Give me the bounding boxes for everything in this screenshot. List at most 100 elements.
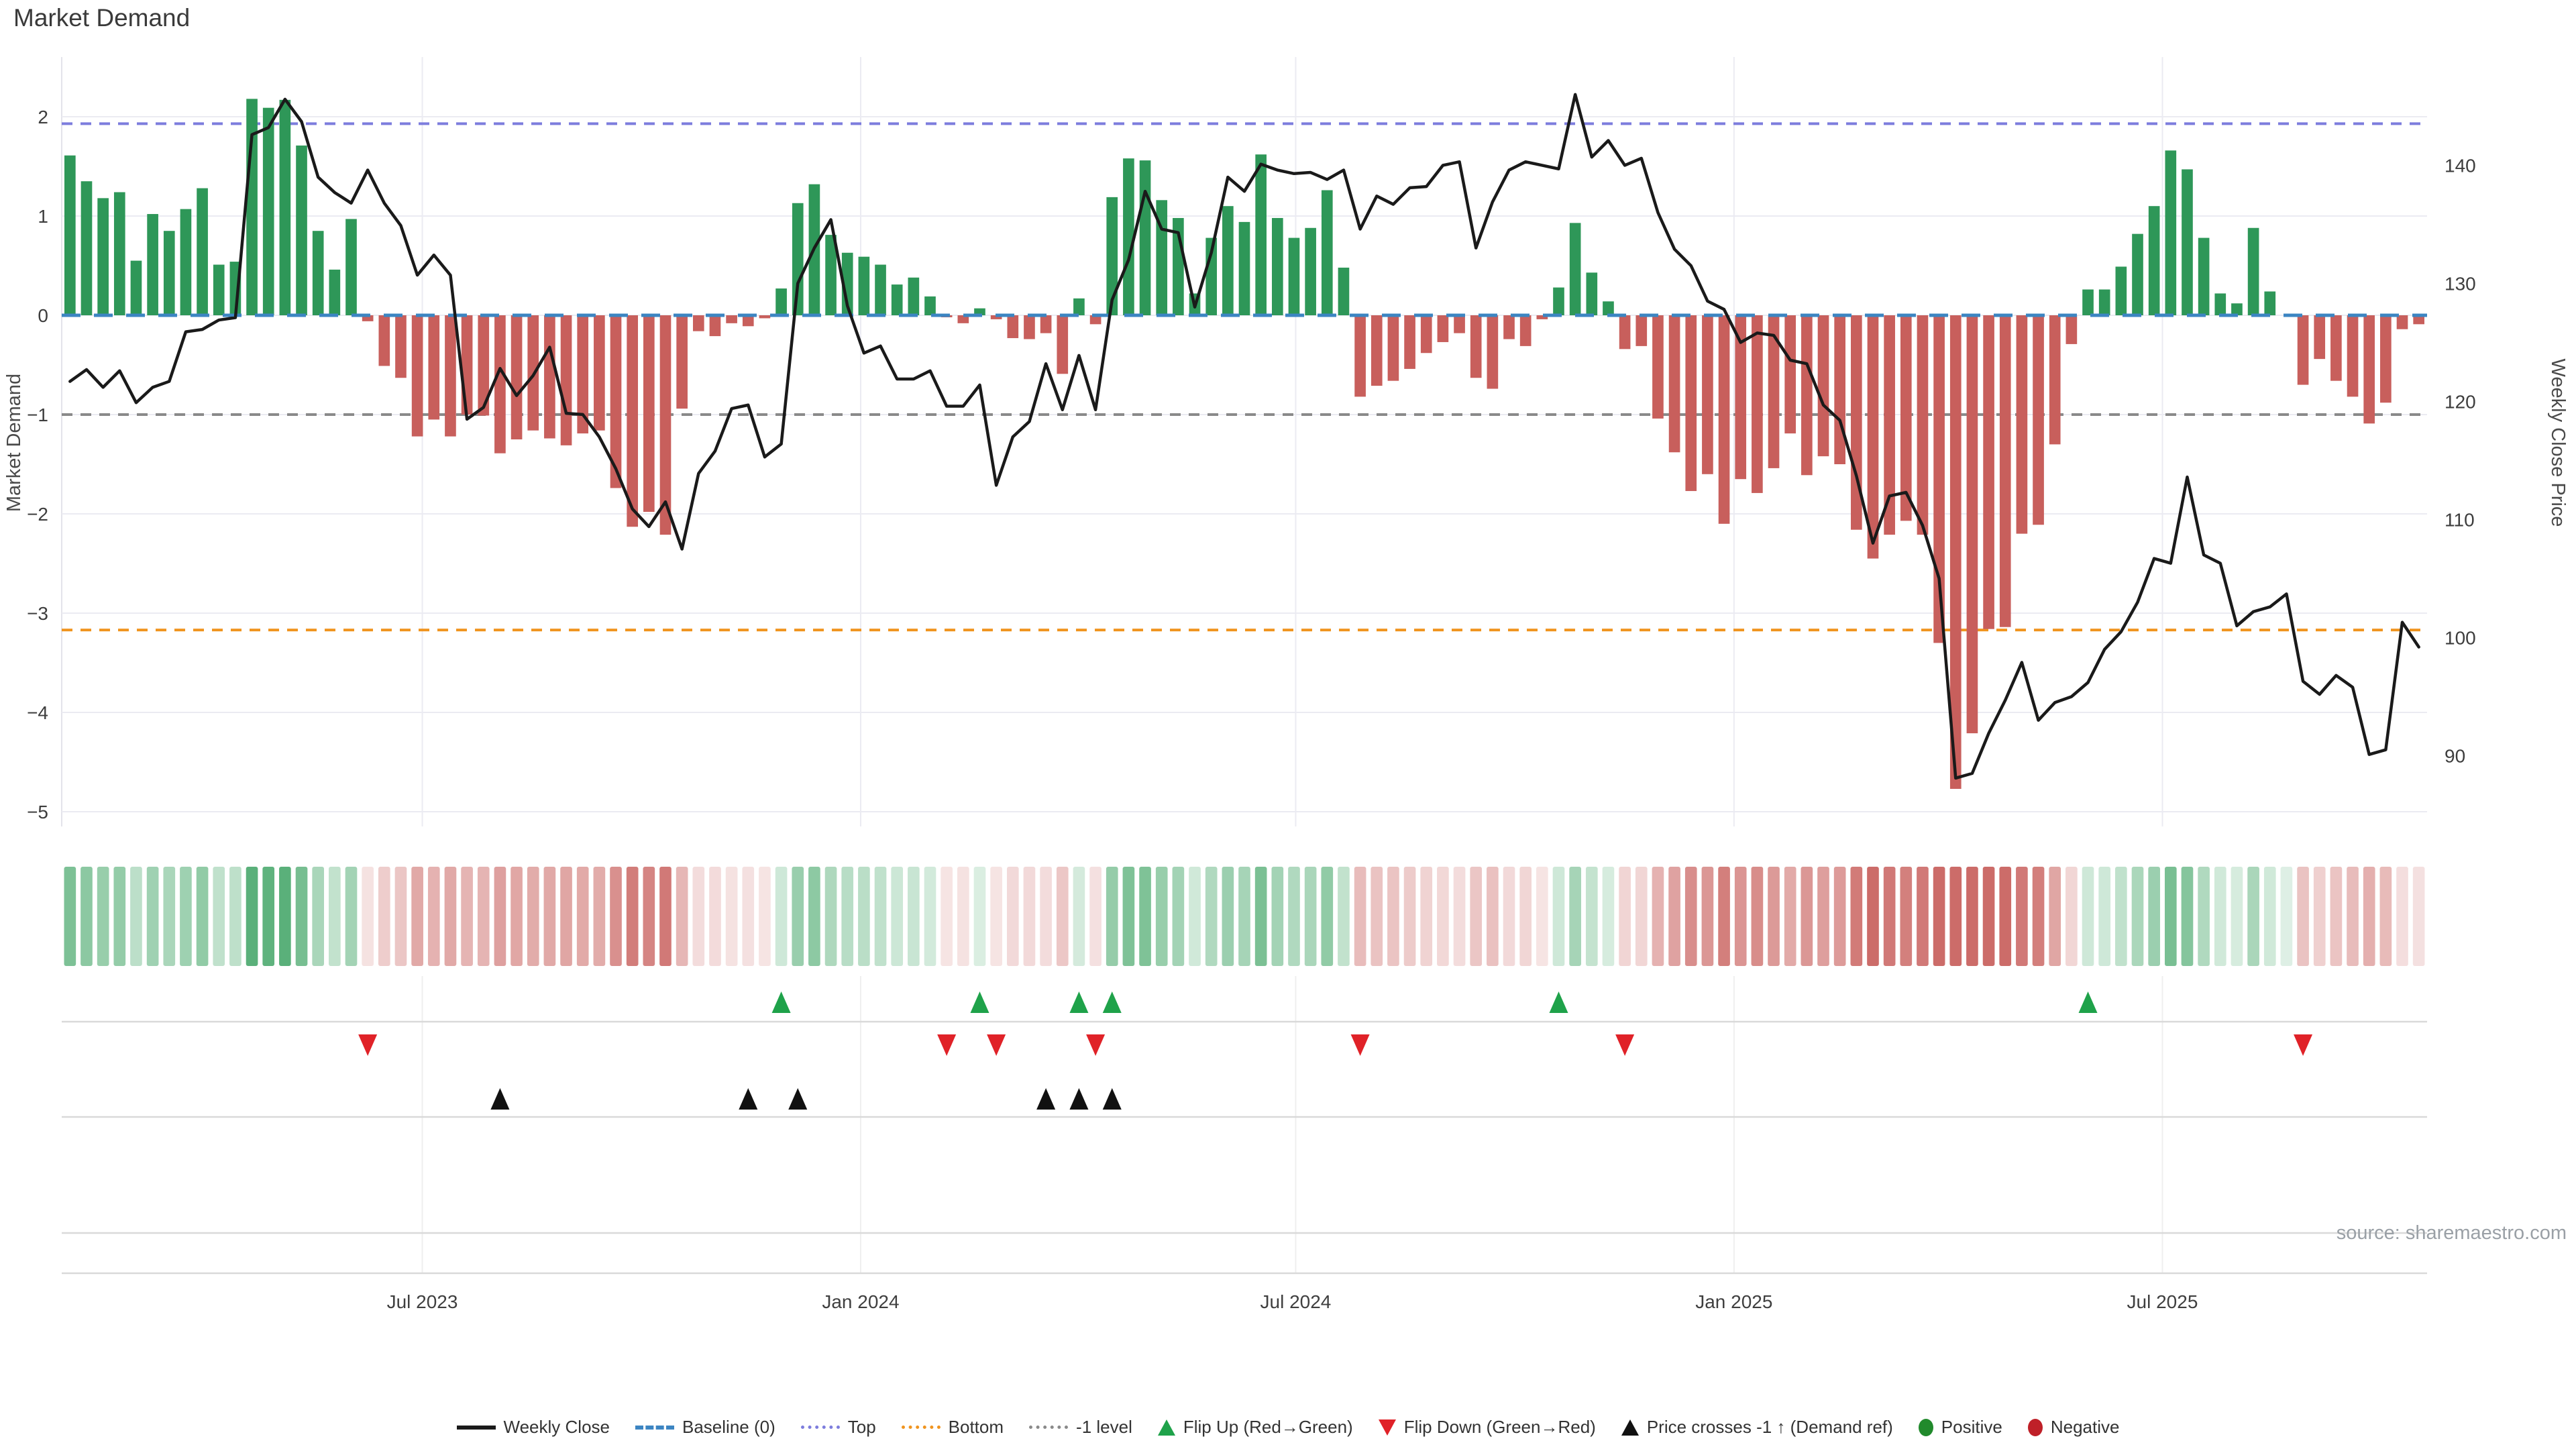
heatmap-cell <box>1238 867 1250 966</box>
demand-bar-negative <box>1884 315 1895 535</box>
demand-bar-negative <box>2065 315 2078 344</box>
demand-bar-negative <box>1834 315 1845 464</box>
heatmap-cell <box>941 867 953 966</box>
heatmap-cell <box>2214 867 2226 966</box>
demand-bar-negative <box>1487 315 1499 389</box>
heatmap-cell <box>858 867 870 966</box>
legend-item: Baseline (0) <box>635 1417 775 1438</box>
chart-legend: Weekly Close Baseline (0) Top Bottom -1 leve… <box>0 1417 2576 1438</box>
legend-swatch-tri-up-icon <box>1157 1419 1175 1436</box>
demand-bar-positive <box>974 308 985 315</box>
demand-bar-positive <box>2148 206 2160 315</box>
heatmap-cell <box>394 867 407 966</box>
heatmap-cell <box>444 867 457 966</box>
demand-bar-negative <box>1900 315 1912 521</box>
demand-bar-positive <box>2214 293 2226 315</box>
y-axis-right-title: Weekly Close Price <box>2547 359 2569 527</box>
demand-bar-negative <box>1040 315 1052 333</box>
heatmap-cell <box>1172 867 1185 966</box>
heatmap-cell <box>329 867 341 966</box>
demand-bar-positive <box>924 296 936 315</box>
source-attribution: source: sharemaestro.com <box>2336 1222 2567 1244</box>
heatmap-cell <box>2032 867 2045 966</box>
demand-bar-negative <box>2363 315 2375 424</box>
heatmap-cell <box>775 867 788 966</box>
heatmap-cell <box>427 867 440 966</box>
demand-bar-positive <box>2082 289 2094 315</box>
heatmap-cell <box>957 867 969 966</box>
y-axis-left-tick-label: −5 <box>27 802 48 822</box>
heatmap-cell <box>1949 867 1962 966</box>
heatmap-cell <box>1470 867 1483 966</box>
heatmap-cell <box>1701 867 1714 966</box>
demand-bar-negative <box>1702 315 1713 474</box>
legend-label: Bottom <box>948 1417 1004 1437</box>
legend-item: Flip Down (Green→Red) <box>1378 1417 1596 1438</box>
legend-item: Bottom <box>901 1417 1004 1438</box>
demand-bar-positive <box>1255 154 1267 315</box>
legend-label: Baseline (0) <box>682 1417 775 1437</box>
demand-bar-positive <box>1073 298 1085 315</box>
y-axis-right-tick-label: 90 <box>2445 745 2465 766</box>
demand-bar-positive <box>97 198 109 315</box>
demand-bar-negative <box>1387 315 1399 381</box>
demand-bar-negative <box>2297 315 2309 385</box>
demand-bar-positive <box>1338 267 1350 315</box>
heatmap-cell <box>527 867 539 966</box>
demand-bar-negative <box>742 315 754 327</box>
demand-bar-positive <box>825 235 837 315</box>
demand-bar-negative <box>1404 315 1415 369</box>
heatmap-cell <box>1900 867 1913 966</box>
heatmap-cell <box>2247 867 2259 966</box>
heatmap-cell <box>1338 867 1350 966</box>
heatmap-cell <box>610 867 622 966</box>
heatmap-cell <box>1122 867 1135 966</box>
demand-bar-negative <box>461 315 473 415</box>
flip-up-marker <box>771 991 791 1013</box>
y-axis-left-tick-label: −3 <box>27 603 48 624</box>
demand-bar-negative <box>676 315 688 409</box>
demand-bar-negative <box>2314 315 2326 360</box>
demand-bar-negative <box>395 315 407 378</box>
price-cross-marker <box>1102 1088 1122 1110</box>
demand-bar-positive <box>2182 169 2193 315</box>
heatmap-cell <box>2181 867 2194 966</box>
y-axis-left-tick-label: 1 <box>38 206 48 227</box>
y-axis-left-tick-label: 2 <box>38 107 48 127</box>
demand-bar-negative <box>1983 315 1994 629</box>
heatmap-cell <box>1056 867 1069 966</box>
heatmap-cell <box>1271 867 1284 966</box>
x-axis-tick-label: Jul 2025 <box>2127 1291 2198 1312</box>
legend-item: -1 level <box>1029 1417 1132 1438</box>
demand-bar-negative <box>726 315 737 323</box>
demand-bar-negative <box>957 315 969 323</box>
demand-bar-negative <box>1354 315 1366 397</box>
y-axis-left-tick-label: 0 <box>38 305 48 326</box>
y-axis-right-tick-label: 130 <box>2445 273 2476 294</box>
legend-swatch-dots-icon <box>901 1426 941 1429</box>
x-axis-tick-label: Jul 2023 <box>387 1291 458 1312</box>
heatmap-cell <box>1089 867 1102 966</box>
heatmap-cell <box>1734 867 1747 966</box>
heatmap-cell <box>643 867 655 966</box>
demand-bar-negative <box>1007 315 1019 339</box>
heatmap-cell <box>808 867 820 966</box>
heatmap-cell <box>1437 867 1449 966</box>
heatmap-cell <box>1801 867 1813 966</box>
demand-bar-negative <box>990 315 1002 319</box>
legend-item: Negative <box>2027 1417 2119 1438</box>
heatmap-cell <box>742 867 755 966</box>
legend-swatch-dots-icon <box>1029 1426 1069 1429</box>
heatmap-cell <box>1453 867 1466 966</box>
heatmap-cell <box>1585 867 1598 966</box>
demand-bar-positive <box>792 203 804 315</box>
demand-bar-positive <box>130 260 142 315</box>
demand-bar-negative <box>1966 315 1978 734</box>
heatmap-cell <box>1982 867 1995 966</box>
demand-bar-negative <box>1917 315 1929 535</box>
demand-bar-positive <box>345 219 357 315</box>
heatmap-cell <box>593 867 606 966</box>
legend-item: Positive <box>1918 1417 2002 1438</box>
y-axis-left-tick-label: −2 <box>27 504 48 525</box>
